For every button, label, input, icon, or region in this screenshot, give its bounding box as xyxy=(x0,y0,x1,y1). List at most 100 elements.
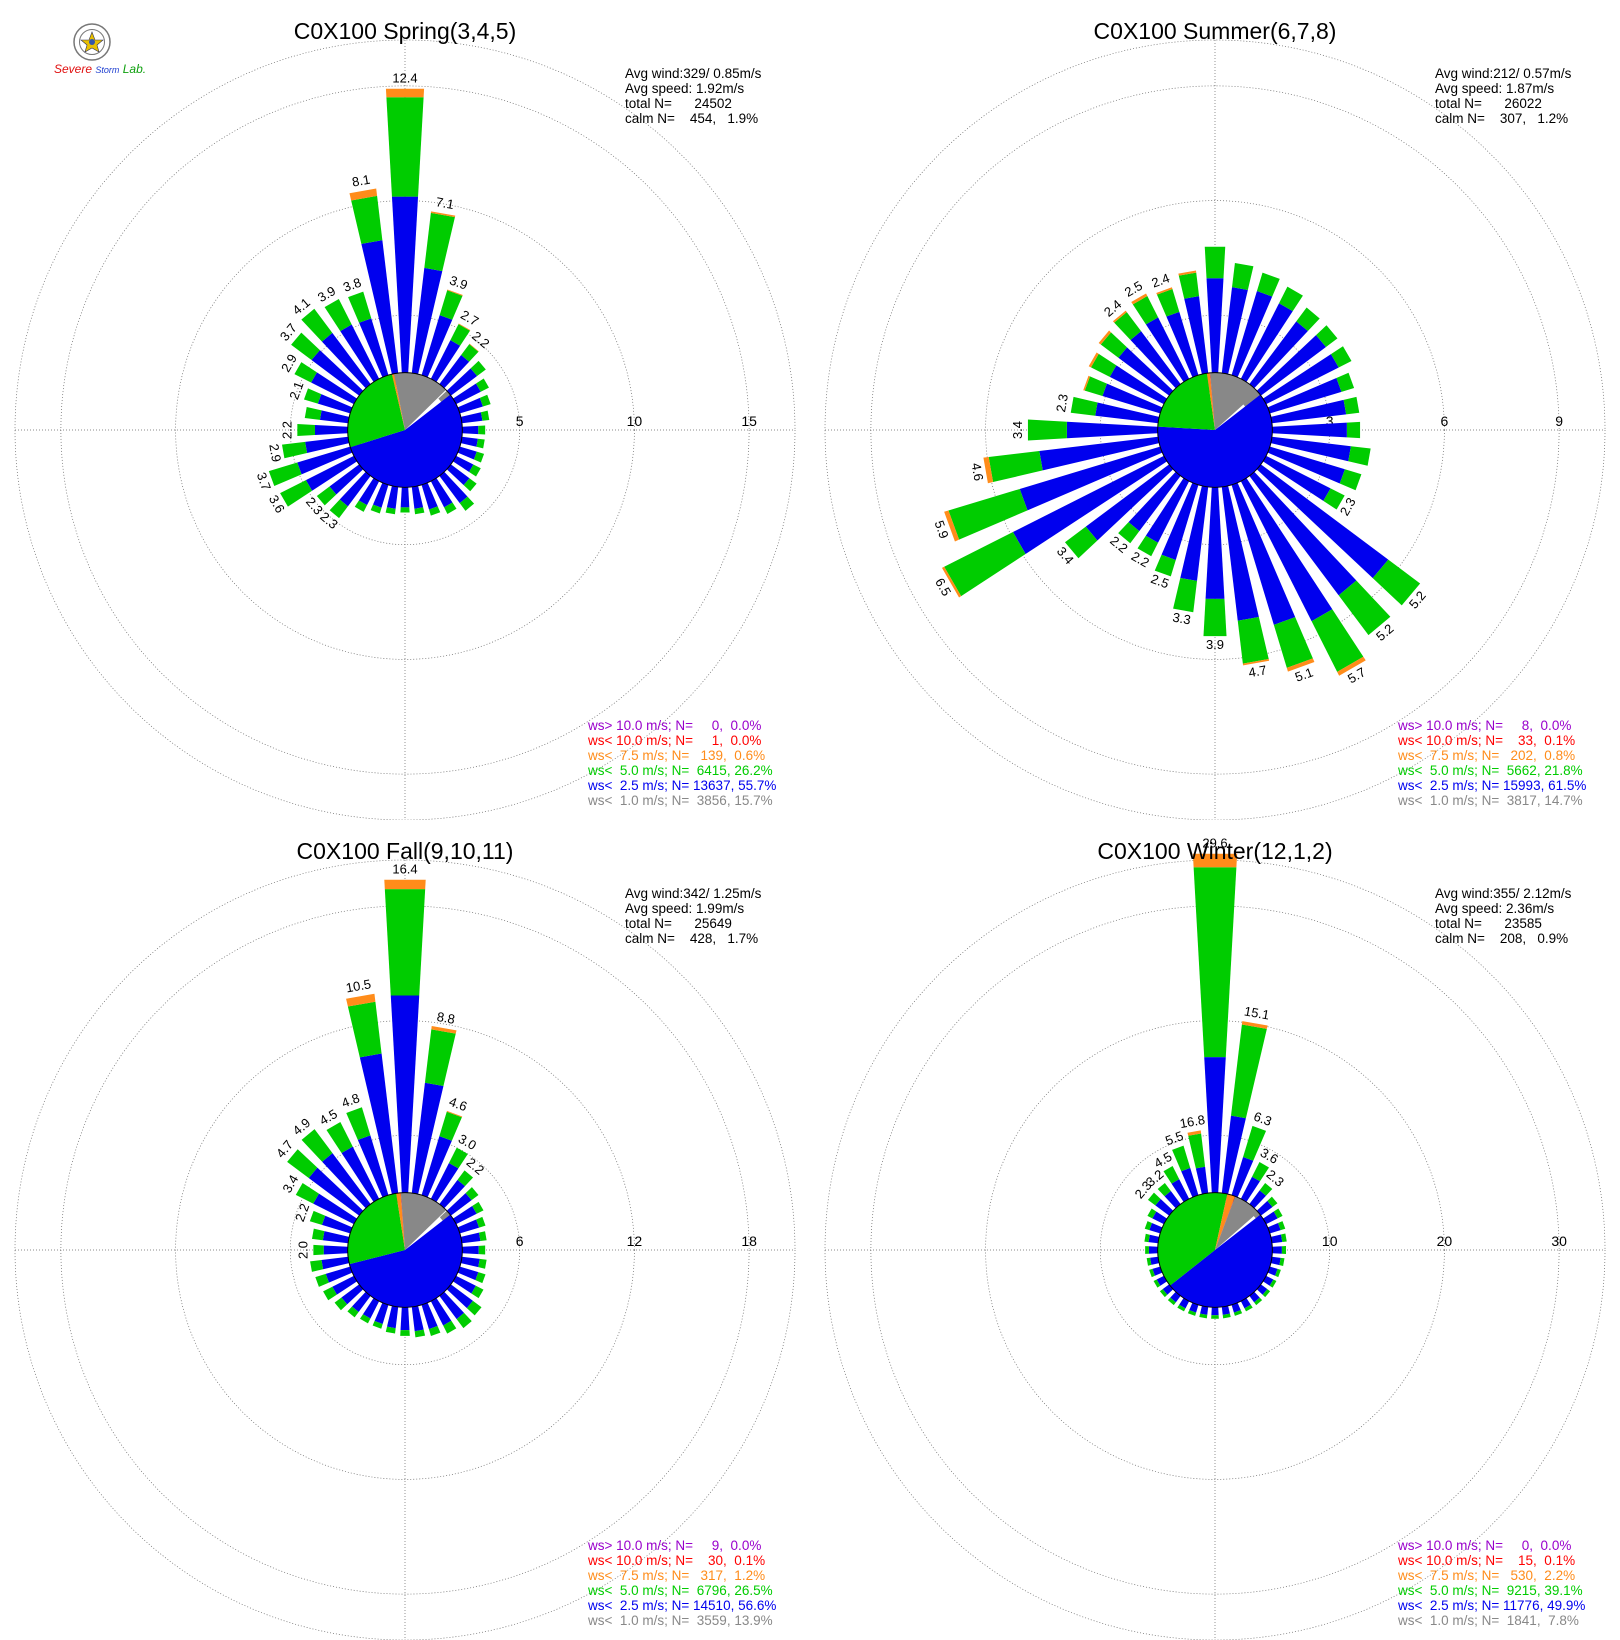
stat-avg-speed: Avg speed: 2.36m/s xyxy=(1435,901,1555,916)
petal-lt2_5-230 xyxy=(341,1284,364,1305)
value-label-350: 8.1 xyxy=(351,172,371,190)
legend-item-lt5: ws< 5.0 m/s; N= 5662, 21.8% xyxy=(1398,763,1583,778)
pie-outline xyxy=(347,372,463,488)
petal-lt5-80 xyxy=(480,410,490,421)
petal-lt5-250 xyxy=(315,1273,329,1287)
petal-lt5-190 xyxy=(1173,577,1198,613)
panel-winter: 10 20 30 29.6 15.1 6.3 3.6 2.3 2.3 3.2 4.5 5.5 16.8 … xyxy=(810,820,1620,1640)
value-label-0: 12.4 xyxy=(392,71,417,86)
petal-lt7_5-300 xyxy=(1088,352,1099,368)
stat-avg-wind: Avg wind:355/ 2.12m/s xyxy=(1435,886,1572,901)
petal-lt5-340 xyxy=(1156,289,1180,317)
petal-lt2_5-130 xyxy=(446,464,470,486)
pie-slice-lt10 xyxy=(1209,372,1215,430)
petal-lt2_5-250 xyxy=(297,446,353,475)
petal-lt5-30 xyxy=(450,324,470,346)
petal-lt5-0 xyxy=(1193,867,1237,1058)
petal-lt2_5-80 xyxy=(460,1232,481,1244)
petal-lt5-260 xyxy=(310,1259,324,1272)
petal-lt2_5-300 xyxy=(311,372,358,405)
petal-lt7_5-0 xyxy=(385,88,425,98)
petal-lt2_5-270 xyxy=(1148,1246,1158,1254)
petal-lt2_5-180 xyxy=(1211,1307,1219,1316)
value-label-160: 5.1 xyxy=(1293,664,1315,684)
legend-item-lt7_5: ws< 7.5 m/s; N= 317, 1.2% xyxy=(588,1568,766,1583)
pie-slice-lt7_5 xyxy=(396,1192,405,1250)
petal-lt2_5-150 xyxy=(430,1297,452,1326)
petal-lt2_5-180 xyxy=(400,487,410,508)
value-label-270: 2.2 xyxy=(280,421,295,439)
value-label-20: 4.6 xyxy=(447,1094,469,1114)
petal-lt5-140 xyxy=(456,1312,472,1329)
petal-lt2_5-60 xyxy=(452,1206,477,1225)
petal-lt5-90 xyxy=(1346,421,1361,439)
legend-item-lt10: ws< 10.0 m/s; N= 15, 0.1% xyxy=(1398,1553,1576,1568)
value-label-10: 8.8 xyxy=(436,1009,456,1027)
petal-lt5-180 xyxy=(400,1330,410,1336)
r-tick-label-2: 9 xyxy=(1555,413,1563,429)
petal-lt5-280 xyxy=(1144,1233,1150,1243)
petal-lt2_5-240 xyxy=(1012,455,1168,554)
petal-lt5-220 xyxy=(347,1306,359,1318)
petal-lt5-220 xyxy=(1118,522,1140,544)
petal-lt5-90 xyxy=(478,425,486,435)
petal-lt2_5-40 xyxy=(439,354,470,389)
wind-rose-summer: 3 6 92.35.25.25.75.14.73.93.32.52.22.23.46… xyxy=(824,39,1606,820)
petal-lt2_5-270 xyxy=(323,1245,348,1255)
petal-lt2_5-190 xyxy=(387,1305,399,1329)
petal-lt2_5-160 xyxy=(421,1302,438,1330)
value-label-350: 10.5 xyxy=(345,976,373,995)
petal-lt2_5-70 xyxy=(457,397,483,414)
petal-lt2_5-290 xyxy=(317,394,353,414)
petal-lt5-350 xyxy=(1188,1133,1206,1169)
petal-lt5-10 xyxy=(424,1029,456,1087)
petal-lt2_5-210 xyxy=(1145,477,1190,543)
petal-lt2_5-50 xyxy=(446,1193,472,1216)
pie-slice-lt1 xyxy=(1210,372,1258,430)
petal-lt2_5-170 xyxy=(411,1305,424,1332)
value-label-340: 3.8 xyxy=(341,275,363,295)
petal-lt2_5-70 xyxy=(457,1219,480,1234)
r-tick-label-1: 10 xyxy=(627,413,643,429)
petal-lt5-350 xyxy=(1178,272,1200,299)
petal-lt5-310 xyxy=(287,1149,318,1178)
petal-lt2_5-260 xyxy=(1039,436,1160,471)
r-tick-label-1: 6 xyxy=(1441,413,1449,429)
petal-lt2_5-110 xyxy=(1267,446,1345,484)
petal-lt5-90 xyxy=(1281,1246,1287,1254)
petal-lt5-290 xyxy=(309,1210,326,1225)
petal-lt7_5-20 xyxy=(446,1110,463,1118)
petal-lt2_5-0 xyxy=(390,995,420,1193)
legend-item-gt10: ws> 10.0 m/s; N= 0, 0.0% xyxy=(1398,1538,1572,1553)
petal-lt5-320 xyxy=(301,1129,333,1162)
legend-item-lt10: ws< 10.0 m/s; N= 30, 0.1% xyxy=(588,1553,766,1568)
value-label-20: 3.9 xyxy=(448,272,470,292)
petal-calm-50 xyxy=(1242,390,1261,408)
stat-avg-speed: Avg speed: 1.87m/s xyxy=(1435,81,1555,96)
stat-calm: calm N= 307, 1.2% xyxy=(1435,111,1569,126)
value-label-260: 2.9 xyxy=(266,443,284,463)
pie-outline xyxy=(1157,1192,1273,1308)
pie-outline xyxy=(1157,372,1273,488)
value-label-290: 2.2 xyxy=(292,1201,312,1223)
petal-lt2_5-190 xyxy=(386,485,399,509)
value-label-10: 15.1 xyxy=(1243,1003,1271,1022)
petal-lt2_5-60 xyxy=(1262,354,1339,405)
petal-lt5-330 xyxy=(1163,1166,1180,1184)
r-tick-label-0: 6 xyxy=(516,1233,524,1249)
petal-lt2_5-210 xyxy=(362,1297,380,1319)
petal-lt2_5-10 xyxy=(411,267,443,375)
legend-item-lt2_5: ws< 2.5 m/s; N= 11776, 49.9% xyxy=(1398,1598,1586,1613)
chart-title-winter: C0X100 Winter(12,1,2) xyxy=(1097,838,1333,864)
petal-lt5-320 xyxy=(301,308,333,342)
petal-lt2_5-240 xyxy=(332,1275,358,1295)
legend-summer: ws> 10.0 m/s; N= 8, 0.0% ws< 10.0 m/s; N… xyxy=(1398,718,1586,808)
petal-lt5-310 xyxy=(1100,332,1128,358)
petal-lt5-230 xyxy=(1064,526,1098,559)
petal-lt2_5-180 xyxy=(400,1307,410,1331)
petal-lt5-260 xyxy=(988,450,1043,483)
petal-lt2_5-250 xyxy=(1152,1266,1163,1276)
value-label-250: 3.7 xyxy=(254,470,274,492)
petal-lt2_5-80 xyxy=(460,412,483,424)
petal-lt2_5-80 xyxy=(1270,399,1347,424)
